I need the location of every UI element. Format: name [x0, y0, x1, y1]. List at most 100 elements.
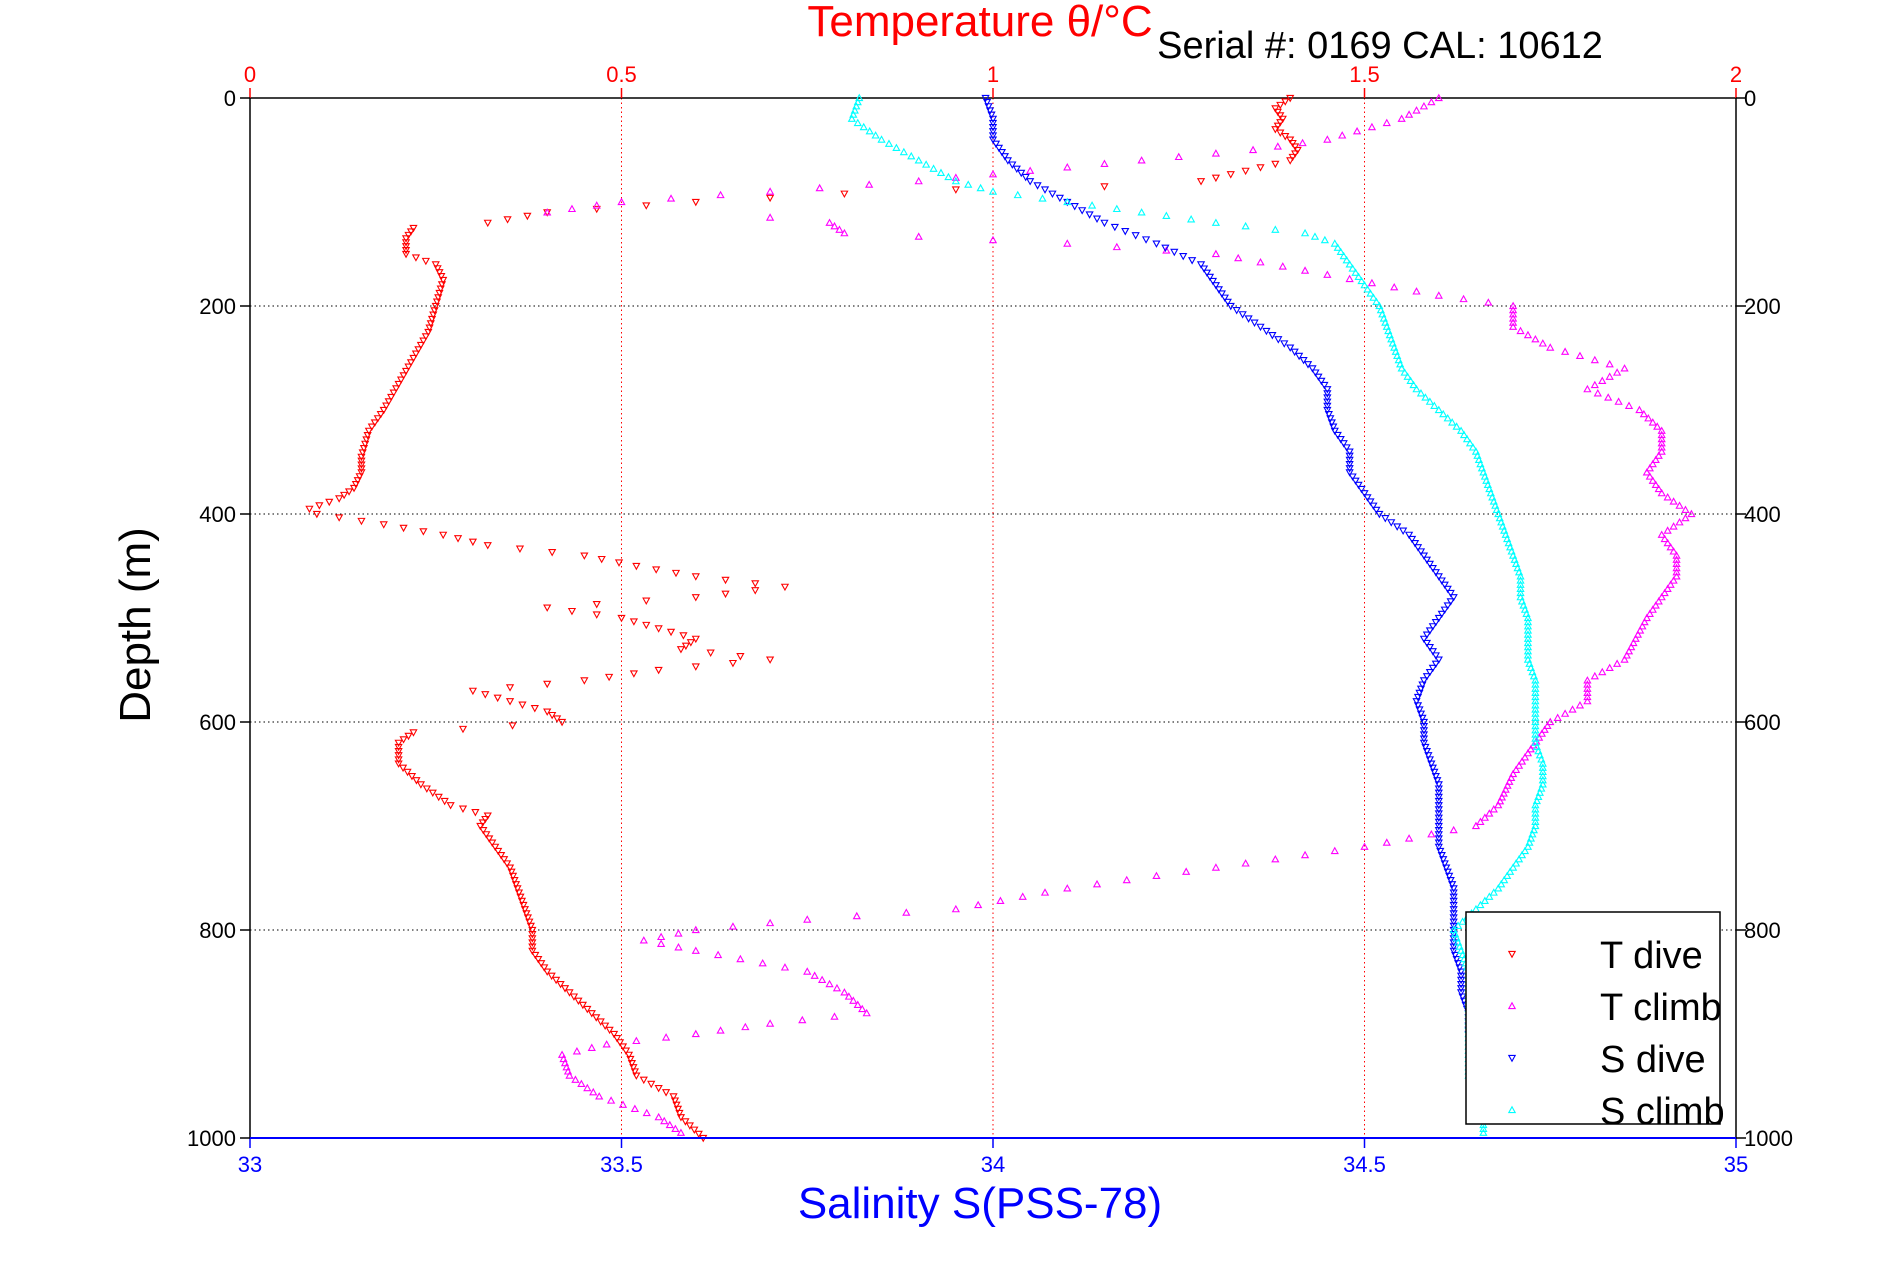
- data-point: [394, 380, 403, 389]
- data-point: [406, 359, 416, 367]
- data-point: [1449, 897, 1458, 906]
- data-point: [1208, 277, 1218, 286]
- data-point: [514, 889, 524, 897]
- data-point: [574, 997, 583, 1006]
- data-point: [988, 169, 998, 178]
- data-point: [1013, 190, 1022, 199]
- data-point: [439, 276, 448, 285]
- data-point: [982, 99, 992, 107]
- data-point: [1413, 544, 1423, 552]
- data-point: [528, 947, 537, 956]
- data-point: [691, 663, 700, 671]
- data-point: [1531, 800, 1540, 809]
- data-point: [491, 843, 500, 852]
- data-point: [1369, 502, 1378, 511]
- data-point: [694, 1130, 703, 1139]
- data-point: [1531, 676, 1540, 684]
- data-point: [665, 1120, 674, 1129]
- data-point: [681, 642, 691, 651]
- data-point: [1416, 548, 1426, 556]
- data-point: [832, 983, 842, 992]
- data-point: [1531, 805, 1540, 813]
- data-point: [1311, 369, 1320, 377]
- data-point: [1465, 438, 1475, 447]
- data-point: [429, 311, 438, 319]
- data-point: [858, 1004, 867, 1013]
- data-point: [632, 1072, 641, 1080]
- data-point: [1323, 135, 1332, 143]
- data-point: [605, 1026, 614, 1035]
- data-point: [1451, 951, 1460, 960]
- data-point: [681, 1118, 690, 1126]
- data-point: [543, 680, 552, 689]
- data-point: [1612, 368, 1622, 376]
- data-point: [1430, 768, 1439, 777]
- x-top-tick-label: 1: [987, 62, 999, 87]
- data-point: [865, 126, 874, 135]
- data-point: [505, 864, 515, 872]
- data-point: [387, 393, 396, 402]
- data-point: [1449, 931, 1458, 939]
- data-point: [1439, 409, 1448, 418]
- data-point: [1400, 368, 1409, 376]
- data-point: [1012, 165, 1021, 174]
- data-point: [1434, 806, 1443, 814]
- data-point: [1137, 156, 1146, 164]
- data-point: [552, 715, 562, 723]
- data-point: [431, 302, 440, 311]
- data-point: [676, 1128, 686, 1136]
- data-point: [1348, 264, 1357, 272]
- data-point: [672, 1101, 681, 1110]
- data-point: [1635, 405, 1644, 414]
- data-point: [560, 985, 570, 993]
- data-point: [1531, 713, 1540, 721]
- data-point: [994, 144, 1004, 153]
- data-point: [1531, 721, 1540, 730]
- data-point: [1403, 372, 1412, 380]
- data-point: [406, 228, 416, 236]
- data-point: [1327, 419, 1336, 427]
- y-left-tick-label: 600: [199, 710, 236, 735]
- data-point: [1421, 743, 1430, 752]
- data-point: [1063, 884, 1072, 892]
- data-point: [1449, 914, 1458, 922]
- data-point: [1418, 681, 1427, 689]
- data-point: [1508, 314, 1518, 322]
- data-point: [1409, 380, 1418, 389]
- data-point: [580, 677, 589, 685]
- data-point: [1583, 384, 1592, 393]
- data-point: [488, 839, 497, 847]
- data-point: [1291, 150, 1300, 158]
- data-point: [1523, 651, 1533, 659]
- legend-label: T dive: [1600, 935, 1703, 977]
- y-right-tick-label: 1000: [1744, 1126, 1793, 1151]
- data-point: [629, 670, 639, 678]
- data-point: [871, 131, 880, 139]
- data-point: [1121, 228, 1130, 236]
- data-point: [481, 815, 490, 824]
- data-point: [1427, 829, 1436, 838]
- data-point: [1648, 418, 1657, 426]
- data-point: [669, 1093, 678, 1101]
- data-point: [1404, 834, 1414, 842]
- data-point: [1453, 960, 1463, 968]
- data-point: [1404, 110, 1414, 118]
- data-point: [1339, 440, 1348, 448]
- data-point: [1434, 810, 1443, 818]
- data-point: [1294, 352, 1304, 361]
- data-point: [1663, 538, 1672, 547]
- data-point: [1419, 635, 1429, 644]
- data-point: [1672, 572, 1681, 580]
- data-point: [428, 789, 437, 798]
- data-point: [425, 324, 434, 332]
- data-point: [1070, 203, 1079, 211]
- data-point: [985, 107, 995, 115]
- data-point: [540, 964, 549, 972]
- data-point: [602, 1040, 611, 1048]
- data-point: [713, 950, 723, 959]
- data-point: [627, 1060, 637, 1068]
- data-point: [929, 164, 938, 172]
- data-point: [1560, 709, 1570, 717]
- data-point: [409, 729, 418, 737]
